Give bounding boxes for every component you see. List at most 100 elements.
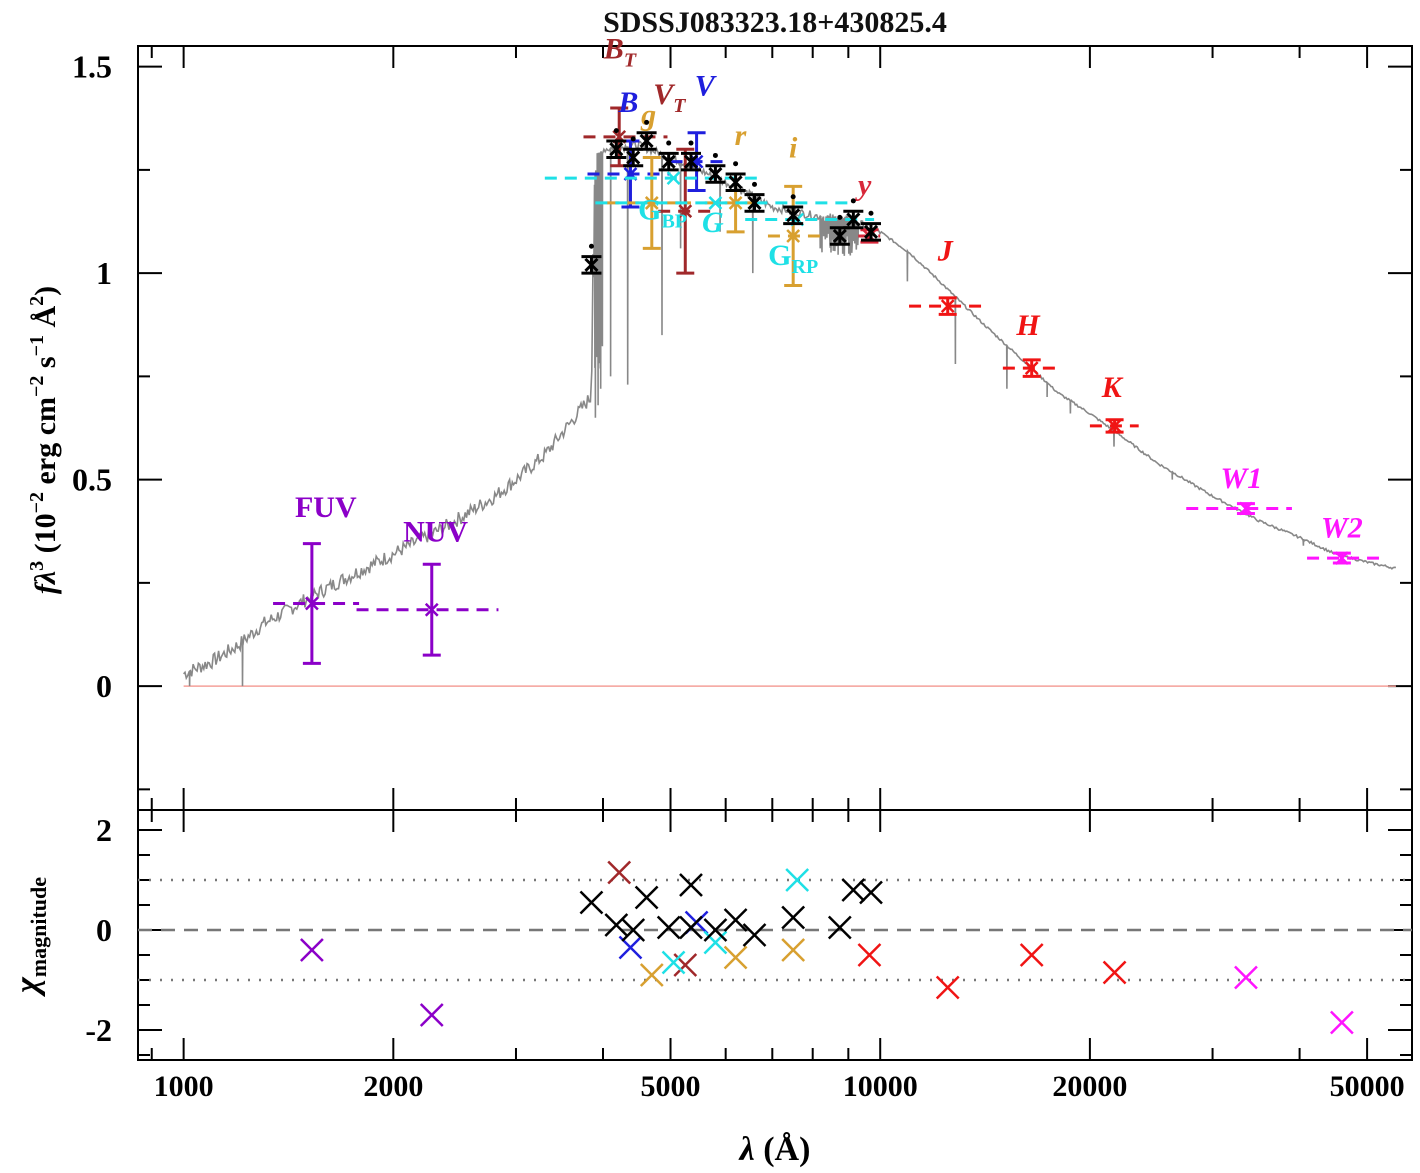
y-tick-label: 0 <box>96 668 112 704</box>
spectro-dot <box>688 140 694 146</box>
spectro-point <box>747 195 762 210</box>
band-label-G: G <box>702 206 724 239</box>
spectro-dot <box>868 210 874 216</box>
y-tick-label: 0.5 <box>72 462 112 498</box>
residual-point <box>859 880 883 905</box>
data-point-GBP <box>666 171 681 186</box>
spectro-dot <box>613 128 619 134</box>
band-label-H: H <box>1015 309 1041 342</box>
spectro-point <box>609 142 624 157</box>
spectro-dot <box>712 152 718 158</box>
residual-plot-frame <box>137 809 1413 1061</box>
residual-point <box>703 930 728 955</box>
spectro-dot <box>790 194 796 200</box>
spectro-point <box>786 208 801 223</box>
spectro-point <box>661 154 676 169</box>
residual-point <box>1234 965 1258 990</box>
residual-point <box>935 975 960 1000</box>
y-tick-label: -2 <box>85 1012 112 1048</box>
residual-point <box>1329 1010 1354 1035</box>
data-point-W1 <box>1239 501 1253 516</box>
residual-point <box>723 908 748 932</box>
spectro-point <box>846 212 861 227</box>
spectro-dot <box>837 214 843 220</box>
y-tick-label: 1 <box>96 255 112 291</box>
spectro-dot <box>588 243 594 249</box>
x-tick-label: 1000 <box>154 1070 214 1103</box>
residual-point <box>621 918 646 942</box>
band-label-FUV: FUV <box>295 491 357 524</box>
x-tick-label: 10000 <box>843 1070 918 1103</box>
band-label-BT: BT <box>603 32 637 71</box>
spectro-dot <box>630 136 636 142</box>
band-label-NUV: NUV <box>403 516 468 549</box>
band-label-W1: W1 <box>1221 462 1263 495</box>
spectro-point <box>626 150 641 165</box>
sed-plot-frame <box>137 45 1413 811</box>
residual-point <box>579 890 604 915</box>
band-label-g: g <box>640 98 656 131</box>
x-tick-label: 2000 <box>363 1070 423 1103</box>
band-label-GRP: GRP <box>768 239 818 278</box>
spectro-dot <box>752 181 758 187</box>
residual-point <box>300 938 324 962</box>
y-tick-label: 0 <box>96 912 112 948</box>
spectro-point <box>728 175 743 190</box>
sed-y-axis-label: fλ3 (10−2 erg cm−2 s−1 Å2) <box>26 286 62 594</box>
residual-point <box>419 1003 444 1027</box>
data-point-V <box>689 154 704 169</box>
residual-point <box>703 918 728 942</box>
residual-point <box>723 945 748 970</box>
data-point-i <box>786 229 801 243</box>
spectro-point <box>863 224 879 239</box>
x-axis-label: λ (Å) <box>738 1131 811 1168</box>
x-tick-label: 20000 <box>1052 1070 1127 1103</box>
model-spectrum <box>182 140 1396 687</box>
data-point-FUV <box>305 596 319 611</box>
residual-point <box>634 885 659 910</box>
residual-point <box>673 953 698 977</box>
residual-point <box>1102 960 1127 985</box>
data-point-W2 <box>1334 551 1349 565</box>
residual-point <box>639 963 664 987</box>
residual-point <box>781 905 806 930</box>
data-point-K <box>1107 419 1122 433</box>
residual-point <box>607 860 632 885</box>
residual-point <box>679 873 703 897</box>
spectro-dot <box>644 119 650 125</box>
band-label-V: V <box>695 70 718 103</box>
band-label-W2: W2 <box>1321 511 1363 544</box>
data-point-J <box>940 299 955 314</box>
spectro-dot <box>666 140 672 146</box>
band-label-VT: VT <box>653 78 686 117</box>
residual-point <box>857 943 882 967</box>
data-point-NUV <box>424 602 439 617</box>
chart-title: SDSSJ083323.18+430825.4 <box>603 6 947 39</box>
band-label-J: J <box>937 235 954 268</box>
residuals-layer <box>138 860 1412 1035</box>
spectro-point <box>683 154 699 169</box>
x-tick-label: 5000 <box>641 1070 701 1103</box>
residual-point <box>618 935 643 960</box>
band-label-y: y <box>855 169 872 202</box>
model-layer <box>182 140 1396 687</box>
residual-point <box>785 868 810 892</box>
residual-y-axis-label: χmagnitude <box>9 877 51 997</box>
data-point-g <box>644 196 659 210</box>
spectro-point <box>584 257 599 272</box>
y-tick-label: 2 <box>96 812 112 848</box>
spectro-point <box>639 133 654 149</box>
x-tick-label: 50000 <box>1330 1070 1405 1103</box>
band-label-r: r <box>735 119 747 152</box>
y-tick-label: 1.5 <box>72 49 112 85</box>
residual-point <box>827 915 852 940</box>
residual-point <box>679 915 703 940</box>
residual-point <box>742 923 767 947</box>
spectro-dot <box>733 161 739 167</box>
data-point-VT <box>678 204 693 219</box>
residual-point <box>661 950 686 975</box>
spectro-dot <box>850 198 856 204</box>
band-label-i: i <box>789 132 798 165</box>
